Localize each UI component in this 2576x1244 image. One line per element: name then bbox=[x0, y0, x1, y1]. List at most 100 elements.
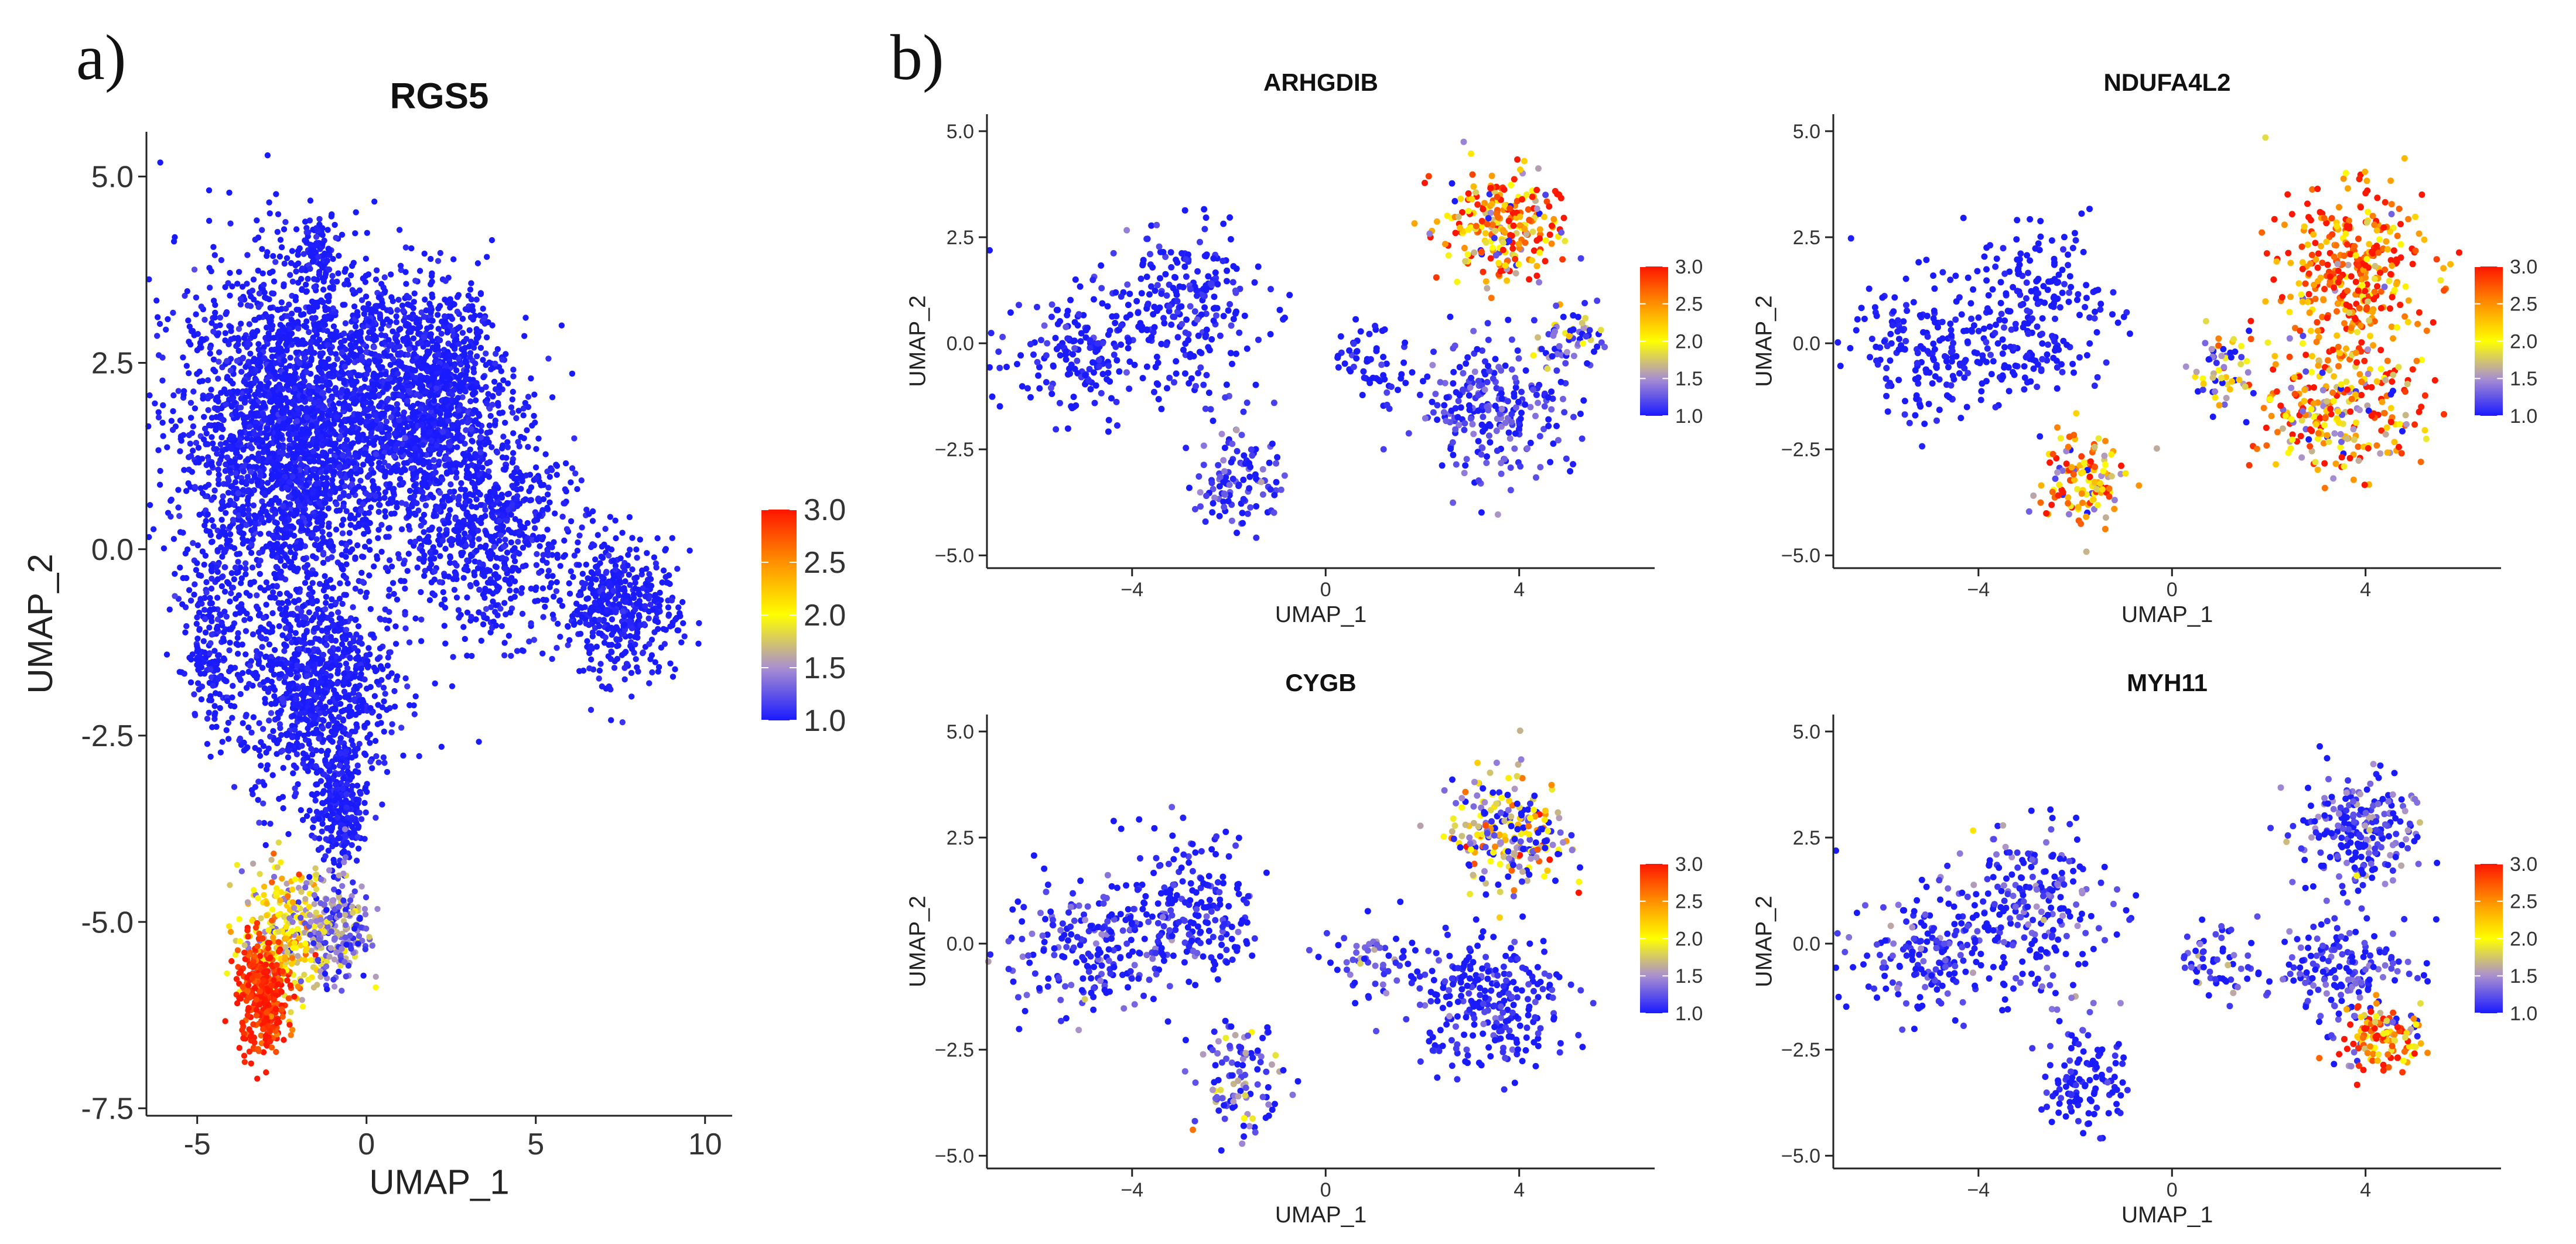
data-point bbox=[540, 596, 546, 603]
data-point bbox=[377, 425, 384, 432]
data-point bbox=[330, 323, 337, 330]
data-point bbox=[300, 374, 306, 380]
data-point bbox=[422, 502, 429, 509]
data-point bbox=[593, 644, 600, 650]
data-point bbox=[340, 452, 346, 459]
data-point bbox=[395, 411, 401, 418]
data-point bbox=[304, 562, 311, 568]
data-point bbox=[451, 586, 458, 593]
data-point bbox=[216, 349, 223, 356]
data-point bbox=[292, 293, 299, 300]
data-point bbox=[212, 309, 218, 316]
data-point bbox=[254, 327, 261, 334]
data-point bbox=[468, 280, 474, 286]
data-point bbox=[478, 520, 484, 527]
data-point bbox=[272, 495, 279, 501]
data-point bbox=[586, 511, 592, 517]
data-point bbox=[403, 281, 409, 287]
data-point bbox=[589, 587, 596, 593]
data-point bbox=[398, 526, 405, 532]
data-point bbox=[557, 563, 563, 569]
data-point bbox=[349, 488, 356, 495]
data-point bbox=[502, 536, 508, 543]
data-point bbox=[448, 405, 455, 411]
data-point bbox=[533, 562, 540, 568]
data-point bbox=[426, 300, 433, 307]
data-point bbox=[425, 378, 432, 385]
data-point bbox=[476, 536, 482, 542]
data-point bbox=[341, 425, 347, 432]
data-point bbox=[242, 560, 249, 566]
data-point bbox=[635, 668, 641, 675]
data-point bbox=[349, 287, 356, 293]
data-point bbox=[272, 519, 278, 525]
data-point bbox=[257, 531, 264, 537]
data-point bbox=[186, 370, 192, 377]
data-point bbox=[271, 278, 278, 285]
data-point bbox=[193, 294, 200, 301]
data-point bbox=[282, 218, 289, 225]
data-point bbox=[440, 435, 447, 441]
data-point bbox=[261, 587, 268, 593]
data-point bbox=[218, 257, 225, 264]
data-point bbox=[500, 377, 507, 384]
data-point bbox=[208, 539, 215, 545]
data-point bbox=[450, 654, 456, 660]
data-point bbox=[456, 519, 462, 525]
data-point bbox=[431, 457, 437, 463]
data-point bbox=[300, 394, 306, 400]
data-point bbox=[466, 327, 473, 333]
data-point bbox=[604, 545, 611, 551]
data-point bbox=[484, 254, 490, 260]
data-point bbox=[665, 572, 672, 579]
data-point bbox=[259, 404, 265, 411]
data-point bbox=[370, 326, 377, 333]
data-point bbox=[228, 324, 234, 330]
data-point bbox=[302, 340, 309, 347]
data-point bbox=[466, 491, 473, 497]
data-point bbox=[277, 384, 283, 391]
data-point bbox=[201, 316, 208, 323]
data-point bbox=[371, 412, 378, 418]
data-point bbox=[557, 634, 563, 640]
data-point bbox=[592, 556, 599, 563]
data-point bbox=[583, 620, 589, 627]
data-point bbox=[576, 562, 582, 568]
data-point bbox=[293, 357, 300, 363]
data-point bbox=[490, 514, 497, 521]
data-point bbox=[244, 457, 251, 463]
data-point bbox=[231, 545, 238, 552]
data-point bbox=[302, 580, 309, 586]
data-point bbox=[575, 539, 581, 546]
data-point bbox=[419, 548, 426, 555]
data-point bbox=[407, 325, 414, 331]
data-point bbox=[463, 427, 469, 433]
data-point bbox=[522, 315, 529, 321]
data-point bbox=[491, 544, 497, 550]
data-point bbox=[429, 524, 435, 531]
data-point bbox=[515, 408, 522, 414]
data-point bbox=[536, 569, 542, 576]
data-point bbox=[235, 347, 242, 354]
data-point bbox=[553, 462, 559, 468]
data-point bbox=[319, 529, 326, 535]
data-point bbox=[242, 628, 250, 634]
data-point bbox=[320, 559, 327, 566]
data-point bbox=[386, 525, 393, 531]
data-point bbox=[343, 592, 349, 598]
data-point bbox=[377, 311, 383, 317]
data-point bbox=[635, 586, 642, 593]
data-point bbox=[334, 356, 341, 363]
data-point bbox=[402, 269, 409, 275]
data-point bbox=[317, 469, 324, 476]
data-point bbox=[642, 593, 649, 600]
data-point bbox=[311, 458, 317, 464]
data-point bbox=[409, 438, 416, 444]
data-point bbox=[505, 633, 513, 639]
data-point bbox=[462, 635, 468, 642]
data-point bbox=[353, 398, 360, 405]
data-point bbox=[406, 487, 414, 494]
data-point bbox=[266, 336, 272, 342]
data-point bbox=[544, 491, 551, 498]
data-point bbox=[418, 589, 424, 596]
